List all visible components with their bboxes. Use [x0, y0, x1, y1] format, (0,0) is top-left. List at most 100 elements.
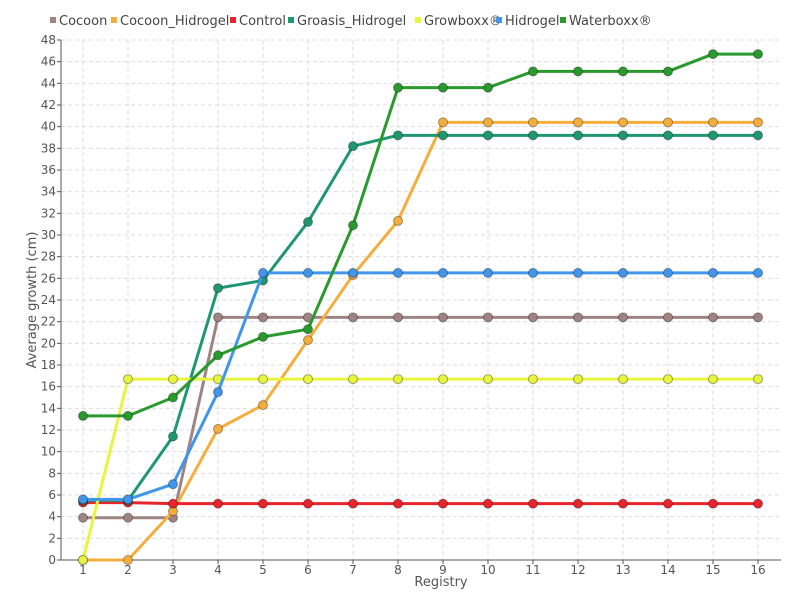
data-point[interactable] [708, 267, 718, 278]
data-point[interactable] [123, 410, 133, 421]
legend-item[interactable]: Hidrogel [496, 14, 560, 29]
data-point[interactable] [213, 312, 223, 323]
data-point[interactable] [483, 82, 493, 93]
data-point[interactable] [708, 49, 718, 60]
data-point[interactable] [618, 117, 628, 128]
data-point[interactable] [528, 130, 538, 141]
data-point[interactable] [618, 66, 628, 77]
legend-item[interactable]: Control [230, 14, 286, 29]
data-point[interactable] [123, 374, 133, 385]
data-point[interactable] [708, 374, 718, 385]
data-point[interactable] [303, 335, 313, 346]
data-point[interactable] [618, 130, 628, 141]
data-point[interactable] [123, 494, 133, 505]
data-point[interactable] [393, 312, 403, 323]
data-point[interactable] [438, 267, 448, 278]
data-point[interactable] [708, 498, 718, 509]
data-point[interactable] [348, 498, 358, 509]
data-point[interactable] [573, 312, 583, 323]
data-point[interactable] [618, 498, 628, 509]
legend-item[interactable]: Cocoon_Hidrogel [111, 14, 229, 29]
data-point[interactable] [753, 49, 763, 60]
data-point[interactable] [213, 387, 223, 398]
data-point[interactable] [168, 498, 178, 509]
data-point[interactable] [123, 555, 133, 565]
data-point[interactable] [438, 312, 448, 323]
data-point[interactable] [258, 498, 268, 509]
data-point[interactable] [213, 498, 223, 509]
data-point[interactable] [753, 312, 763, 323]
legend-item[interactable]: Waterboxx® [560, 14, 652, 29]
data-point[interactable] [78, 512, 88, 523]
data-point[interactable] [483, 130, 493, 141]
data-point[interactable] [528, 117, 538, 128]
data-point[interactable] [663, 130, 673, 141]
data-point[interactable] [258, 374, 268, 385]
data-point[interactable] [348, 374, 358, 385]
data-point[interactable] [168, 431, 178, 442]
data-point[interactable] [663, 374, 673, 385]
data-point[interactable] [753, 374, 763, 385]
data-point[interactable] [618, 312, 628, 323]
data-point[interactable] [483, 117, 493, 128]
legend-item[interactable]: Growboxx® [415, 14, 502, 29]
legend-item[interactable]: Groasis_Hidrogel [288, 14, 406, 29]
data-point[interactable] [483, 312, 493, 323]
data-point[interactable] [528, 498, 538, 509]
data-point[interactable] [753, 267, 763, 278]
data-point[interactable] [528, 312, 538, 323]
data-point[interactable] [258, 267, 268, 278]
data-point[interactable] [753, 130, 763, 141]
data-point[interactable] [573, 267, 583, 278]
data-point[interactable] [258, 331, 268, 342]
data-point[interactable] [483, 374, 493, 385]
data-point[interactable] [168, 392, 178, 403]
data-point[interactable] [573, 66, 583, 77]
data-point[interactable] [753, 117, 763, 128]
data-point[interactable] [393, 267, 403, 278]
data-point[interactable] [393, 215, 403, 226]
data-point[interactable] [258, 400, 268, 411]
data-point[interactable] [168, 479, 178, 490]
data-point[interactable] [663, 498, 673, 509]
data-point[interactable] [438, 117, 448, 128]
data-point[interactable] [303, 267, 313, 278]
data-point[interactable] [618, 374, 628, 385]
data-point[interactable] [483, 498, 493, 509]
data-point[interactable] [438, 130, 448, 141]
data-point[interactable] [78, 555, 88, 565]
data-point[interactable] [573, 117, 583, 128]
data-point[interactable] [708, 117, 718, 128]
data-point[interactable] [573, 498, 583, 509]
data-point[interactable] [708, 130, 718, 141]
data-point[interactable] [303, 217, 313, 227]
data-point[interactable] [303, 498, 313, 509]
data-point[interactable] [438, 374, 448, 385]
data-point[interactable] [348, 220, 358, 231]
data-point[interactable] [528, 374, 538, 385]
data-point[interactable] [753, 498, 763, 509]
data-point[interactable] [213, 350, 223, 361]
data-point[interactable] [303, 324, 313, 335]
data-point[interactable] [438, 82, 448, 93]
data-point[interactable] [528, 66, 538, 77]
data-point[interactable] [393, 130, 403, 141]
data-point[interactable] [438, 498, 448, 509]
data-point[interactable] [393, 374, 403, 385]
data-point[interactable] [618, 267, 628, 278]
data-point[interactable] [258, 312, 268, 323]
data-point[interactable] [168, 374, 178, 385]
data-point[interactable] [663, 117, 673, 128]
data-point[interactable] [348, 312, 358, 323]
data-point[interactable] [573, 374, 583, 385]
data-point[interactable] [213, 423, 223, 434]
data-point[interactable] [213, 283, 223, 294]
data-point[interactable] [573, 130, 583, 141]
data-point[interactable] [348, 141, 358, 152]
data-point[interactable] [123, 512, 133, 523]
data-point[interactable] [78, 494, 88, 505]
data-point[interactable] [303, 374, 313, 385]
data-point[interactable] [348, 267, 358, 278]
data-point[interactable] [663, 267, 673, 278]
data-point[interactable] [483, 267, 493, 278]
